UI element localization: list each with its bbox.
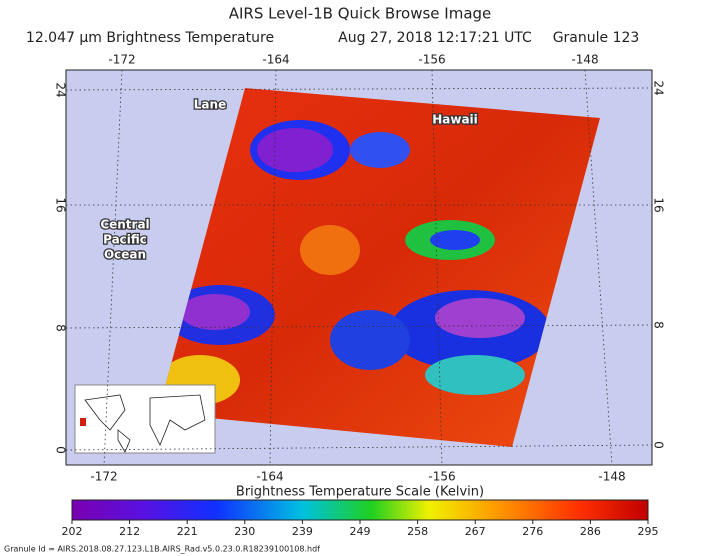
colorbar-tick-label: 212 [119, 525, 140, 538]
grid-line [269, 69, 277, 466]
colorbar-tick-label: 202 [62, 525, 83, 538]
swath [158, 88, 600, 447]
lat-tick-label: 0 [54, 446, 68, 454]
lon-tick-label: -156 [418, 53, 445, 67]
colorbar-tick-label: 249 [350, 525, 371, 538]
lat-tick-label: 16 [652, 197, 666, 212]
colorbar-tick-label: 295 [638, 525, 659, 538]
label-ocean: Pacific [103, 233, 147, 247]
lon-tick-label: -148 [571, 53, 598, 67]
label-lane: Lane [194, 98, 226, 112]
lat-tick-label: 8 [54, 324, 68, 332]
colorbar-tick-label: 267 [465, 525, 486, 538]
subtitle-time: Aug 27, 2018 12:17:21 UTC [338, 30, 532, 46]
grid-line [431, 69, 443, 466]
lon-tick-label: -148 [598, 470, 625, 484]
lon-tick-label: -164 [256, 470, 283, 484]
lon-tick-label: -172 [108, 53, 135, 67]
grid-line [65, 444, 653, 451]
colorbar-tick-label: 230 [234, 525, 255, 538]
grid-line [65, 324, 653, 329]
label-hawaii: Hawaii [432, 113, 478, 127]
lon-tick-label: -156 [428, 470, 455, 484]
subtitle-granule: Granule 123 [553, 30, 640, 46]
subtitle-band: 12.047 μm Brightness Temperature [26, 30, 274, 46]
grid-line [65, 87, 653, 91]
lat-tick-label: 16 [54, 197, 68, 212]
colorbar-tick-label: 221 [177, 525, 198, 538]
grid-line [584, 69, 613, 466]
colorbar [71, 499, 649, 521]
lat-tick-label: 24 [652, 80, 666, 95]
colorbar-tick-label: 276 [522, 525, 543, 538]
lon-tick-label: -164 [262, 53, 289, 67]
colorbar-tick-label: 286 [580, 525, 601, 538]
colorbar-tick-label: 239 [292, 525, 313, 538]
inset-world [74, 384, 216, 454]
label-ocean: Ocean [104, 248, 146, 262]
lat-tick-label: 24 [54, 82, 68, 97]
label-ocean: Central [100, 218, 149, 232]
lon-tick-label: -172 [90, 470, 117, 484]
grid-line [103, 69, 123, 466]
colorbar-title: Brightness Temperature Scale (Kelvin) [236, 485, 484, 500]
colorbar-tick-label: 258 [407, 525, 428, 538]
granule-id: Granule Id = AIRS.2018.08.27.123.L1B.AIR… [4, 545, 320, 554]
lat-tick-label: 0 [652, 441, 666, 449]
lat-tick-label: 8 [652, 321, 666, 329]
title: AIRS Level-1B Quick Browse Image [229, 5, 492, 23]
